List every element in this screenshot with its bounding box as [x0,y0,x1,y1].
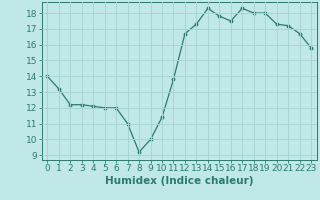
X-axis label: Humidex (Indice chaleur): Humidex (Indice chaleur) [105,176,253,186]
